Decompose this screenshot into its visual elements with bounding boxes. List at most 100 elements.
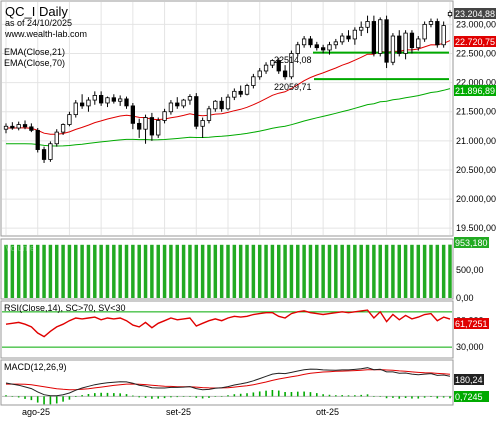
candle (35, 128, 40, 153)
price-y-tick-label: 21.000,00 (456, 136, 496, 146)
volume-bar (422, 244, 427, 298)
volume-bar (365, 244, 370, 298)
candle-body (181, 99, 186, 107)
macd-histogram-bar (201, 396, 204, 399)
candle-body (263, 64, 269, 72)
price-y-tick-label: 22.500,00 (456, 48, 496, 58)
macd-histogram-bar (417, 396, 420, 399)
candle-body (276, 60, 281, 72)
macd-histogram-bar (296, 391, 299, 397)
x-tick-sep: set-25 (166, 407, 191, 417)
candle (219, 97, 224, 112)
rsi-badge: 61,7251 (454, 318, 489, 329)
volume-bar (35, 244, 40, 298)
macd-histogram-bar (430, 396, 432, 397)
candle-layer (3, 10, 453, 163)
macd-histogram-bar (442, 396, 445, 398)
svg-text:180,24: 180,24 (455, 375, 483, 385)
volume-badge: 953,180 (454, 237, 489, 248)
volume-bar (194, 244, 199, 298)
candle-body (378, 19, 383, 54)
candle (48, 141, 53, 162)
candle (378, 17, 383, 57)
volume-bar (448, 244, 452, 298)
candle (251, 73, 256, 89)
candle-body (320, 47, 326, 51)
candle-body (219, 100, 224, 110)
volume-bar (207, 244, 211, 298)
macd-histogram-bar (290, 392, 293, 397)
price-y-tick-label: 20.000,00 (456, 194, 496, 204)
volume-bar (283, 244, 287, 298)
volume-bar (416, 244, 421, 298)
macd-histogram-bar (138, 396, 140, 398)
volume-bar (397, 244, 402, 298)
candle-body (206, 108, 212, 121)
volume-bar (61, 244, 65, 298)
volume-bar (245, 244, 249, 298)
volume-bar (99, 244, 103, 298)
candle (137, 118, 142, 138)
candle (168, 100, 174, 115)
candle-body (371, 21, 377, 54)
candle-body (130, 105, 136, 124)
volume-bar (143, 244, 148, 298)
candle-body (390, 35, 396, 63)
volume-bar (118, 244, 122, 298)
candle-body (79, 102, 85, 107)
candle (409, 30, 415, 54)
candle (365, 15, 370, 34)
macd-histogram-bar (284, 392, 286, 397)
volume-bar (257, 244, 262, 298)
volume-layer (4, 244, 452, 298)
candle (238, 85, 243, 98)
x-tick-oct: ott-25 (316, 407, 339, 417)
macd-histogram-bar (214, 396, 217, 397)
candle-body (118, 98, 123, 102)
rsi-y-tick-label: 30,000 (456, 342, 484, 352)
volume-bar (346, 244, 351, 298)
candle (447, 10, 453, 18)
volume-bar (403, 244, 408, 298)
volume-bar (315, 244, 319, 298)
volume-bar (251, 244, 256, 298)
volume-bar (340, 244, 344, 298)
volume-bar (137, 244, 141, 298)
candle-body (409, 32, 415, 49)
candle-body (289, 53, 294, 78)
candle (257, 68, 262, 80)
candle (175, 97, 180, 109)
candle (130, 102, 136, 130)
candle (200, 117, 205, 138)
volume-bar (308, 244, 313, 298)
macd-histogram-bar (252, 392, 255, 397)
macd-histogram-bar (227, 395, 229, 397)
candle-body (441, 25, 446, 46)
candle (162, 108, 167, 124)
candle-body (200, 120, 205, 127)
candle-body (35, 129, 40, 150)
volume-bar (410, 244, 414, 298)
volume-bar (86, 244, 91, 298)
candle-body (282, 70, 288, 78)
candle (118, 95, 123, 106)
candle (263, 62, 269, 74)
macd-histogram-bar (81, 395, 83, 397)
macd-histogram-bar (182, 396, 185, 397)
grid-layer (2, 2, 452, 235)
candle (60, 123, 66, 136)
candle (181, 98, 186, 109)
volume-bar (42, 244, 46, 298)
chart-title: QC_I Daily (5, 4, 68, 19)
candle (79, 94, 85, 109)
volume-bar (276, 244, 281, 298)
volume-bar (124, 244, 129, 298)
svg-text:61,7251: 61,7251 (455, 319, 488, 329)
svg-text:21.896,89: 21.896,89 (455, 86, 495, 96)
volume-bar (93, 244, 97, 298)
volume-bar (112, 244, 116, 298)
svg-text:22.720,75: 22.720,75 (455, 37, 495, 47)
svg-text:953,180: 953,180 (455, 238, 488, 248)
